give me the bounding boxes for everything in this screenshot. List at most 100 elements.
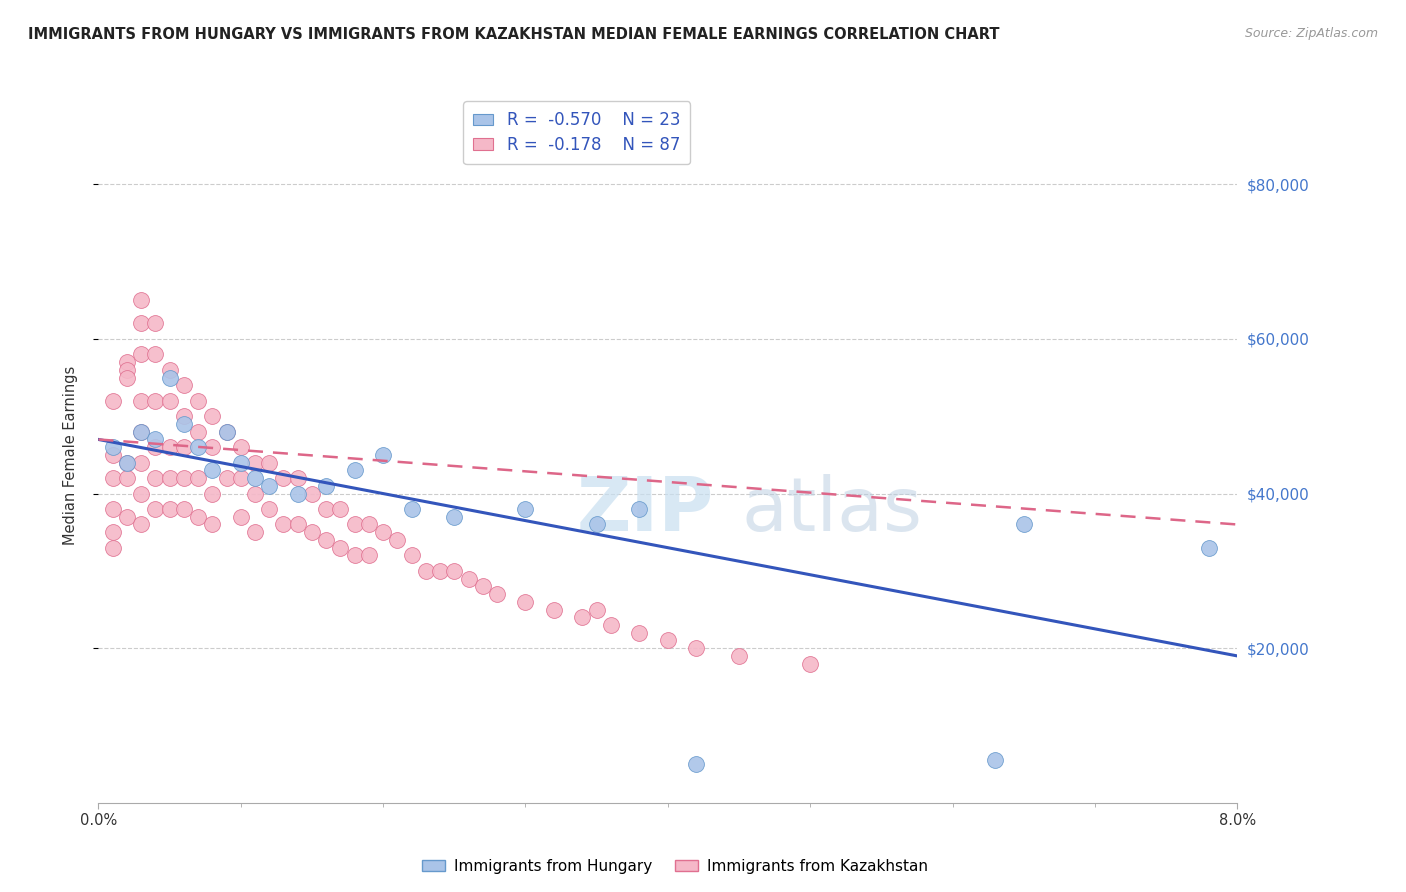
Point [115, 363, 138, 377]
Point [229, 456, 252, 470]
Point [159, 440, 181, 454]
Point [159, 370, 181, 384]
Point [145, 317, 167, 331]
Point [329, 502, 352, 516]
Point [187, 471, 209, 485]
Point [129, 293, 152, 308]
Point [159, 393, 181, 408]
Point [129, 425, 152, 439]
Point [1198, 541, 1220, 555]
Point [301, 525, 323, 540]
Point [115, 370, 138, 384]
Point [129, 425, 152, 439]
Point [443, 564, 465, 578]
Point [159, 471, 181, 485]
Point [301, 486, 323, 500]
Point [201, 409, 224, 424]
Point [229, 509, 252, 524]
Point [159, 363, 181, 377]
Point [101, 440, 124, 454]
Point [129, 517, 152, 532]
Point [173, 440, 195, 454]
Legend: R =  -0.570    N = 23, R =  -0.178    N = 87: R = -0.570 N = 23, R = -0.178 N = 87 [464, 102, 690, 164]
Point [129, 393, 152, 408]
Point [486, 587, 509, 601]
Point [1012, 517, 1035, 532]
Point [129, 347, 152, 361]
Point [243, 471, 266, 485]
Point [115, 456, 138, 470]
Point [287, 517, 309, 532]
Point [457, 572, 479, 586]
Point [145, 393, 167, 408]
Point [129, 486, 152, 500]
Point [115, 509, 138, 524]
Point [657, 633, 679, 648]
Point [401, 549, 423, 563]
Point [201, 486, 224, 500]
Point [443, 509, 465, 524]
Text: Source: ZipAtlas.com: Source: ZipAtlas.com [1244, 27, 1378, 40]
Point [159, 502, 181, 516]
Point [685, 641, 707, 656]
Point [229, 440, 252, 454]
Point [173, 471, 195, 485]
Point [145, 502, 167, 516]
Text: ZIP: ZIP [576, 474, 714, 547]
Point [259, 456, 281, 470]
Point [259, 479, 281, 493]
Point [343, 549, 366, 563]
Point [145, 347, 167, 361]
Point [543, 602, 565, 616]
Point [343, 517, 366, 532]
Point [371, 448, 394, 462]
Point [628, 502, 651, 516]
Point [243, 525, 266, 540]
Point [343, 463, 366, 477]
Point [101, 393, 124, 408]
Point [101, 448, 124, 462]
Point [201, 517, 224, 532]
Point [201, 440, 224, 454]
Point [187, 425, 209, 439]
Point [215, 425, 238, 439]
Point [685, 757, 707, 772]
Point [287, 471, 309, 485]
Point [371, 525, 394, 540]
Point [728, 648, 751, 663]
Point [187, 440, 209, 454]
Text: IMMIGRANTS FROM HUNGARY VS IMMIGRANTS FROM KAZAKHSTAN MEDIAN FEMALE EARNINGS COR: IMMIGRANTS FROM HUNGARY VS IMMIGRANTS FR… [28, 27, 1000, 42]
Point [357, 517, 380, 532]
Point [357, 549, 380, 563]
Point [129, 456, 152, 470]
Point [600, 618, 623, 632]
Point [415, 564, 437, 578]
Point [101, 502, 124, 516]
Point [243, 456, 266, 470]
Point [215, 471, 238, 485]
Point [173, 502, 195, 516]
Point [585, 517, 607, 532]
Point [115, 471, 138, 485]
Point [315, 502, 337, 516]
Point [243, 486, 266, 500]
Point [101, 541, 124, 555]
Point [315, 479, 337, 493]
Legend: Immigrants from Hungary, Immigrants from Kazakhstan: Immigrants from Hungary, Immigrants from… [416, 853, 934, 880]
Point [229, 471, 252, 485]
Point [799, 657, 821, 671]
Point [387, 533, 409, 547]
Point [515, 502, 537, 516]
Point [145, 440, 167, 454]
Point [101, 525, 124, 540]
Point [173, 378, 195, 392]
Point [287, 486, 309, 500]
Point [571, 610, 593, 624]
Point [173, 409, 195, 424]
Point [515, 595, 537, 609]
Point [201, 463, 224, 477]
Y-axis label: Median Female Earnings: Median Female Earnings [63, 366, 77, 544]
Point [273, 471, 295, 485]
Point [187, 393, 209, 408]
Point [129, 317, 152, 331]
